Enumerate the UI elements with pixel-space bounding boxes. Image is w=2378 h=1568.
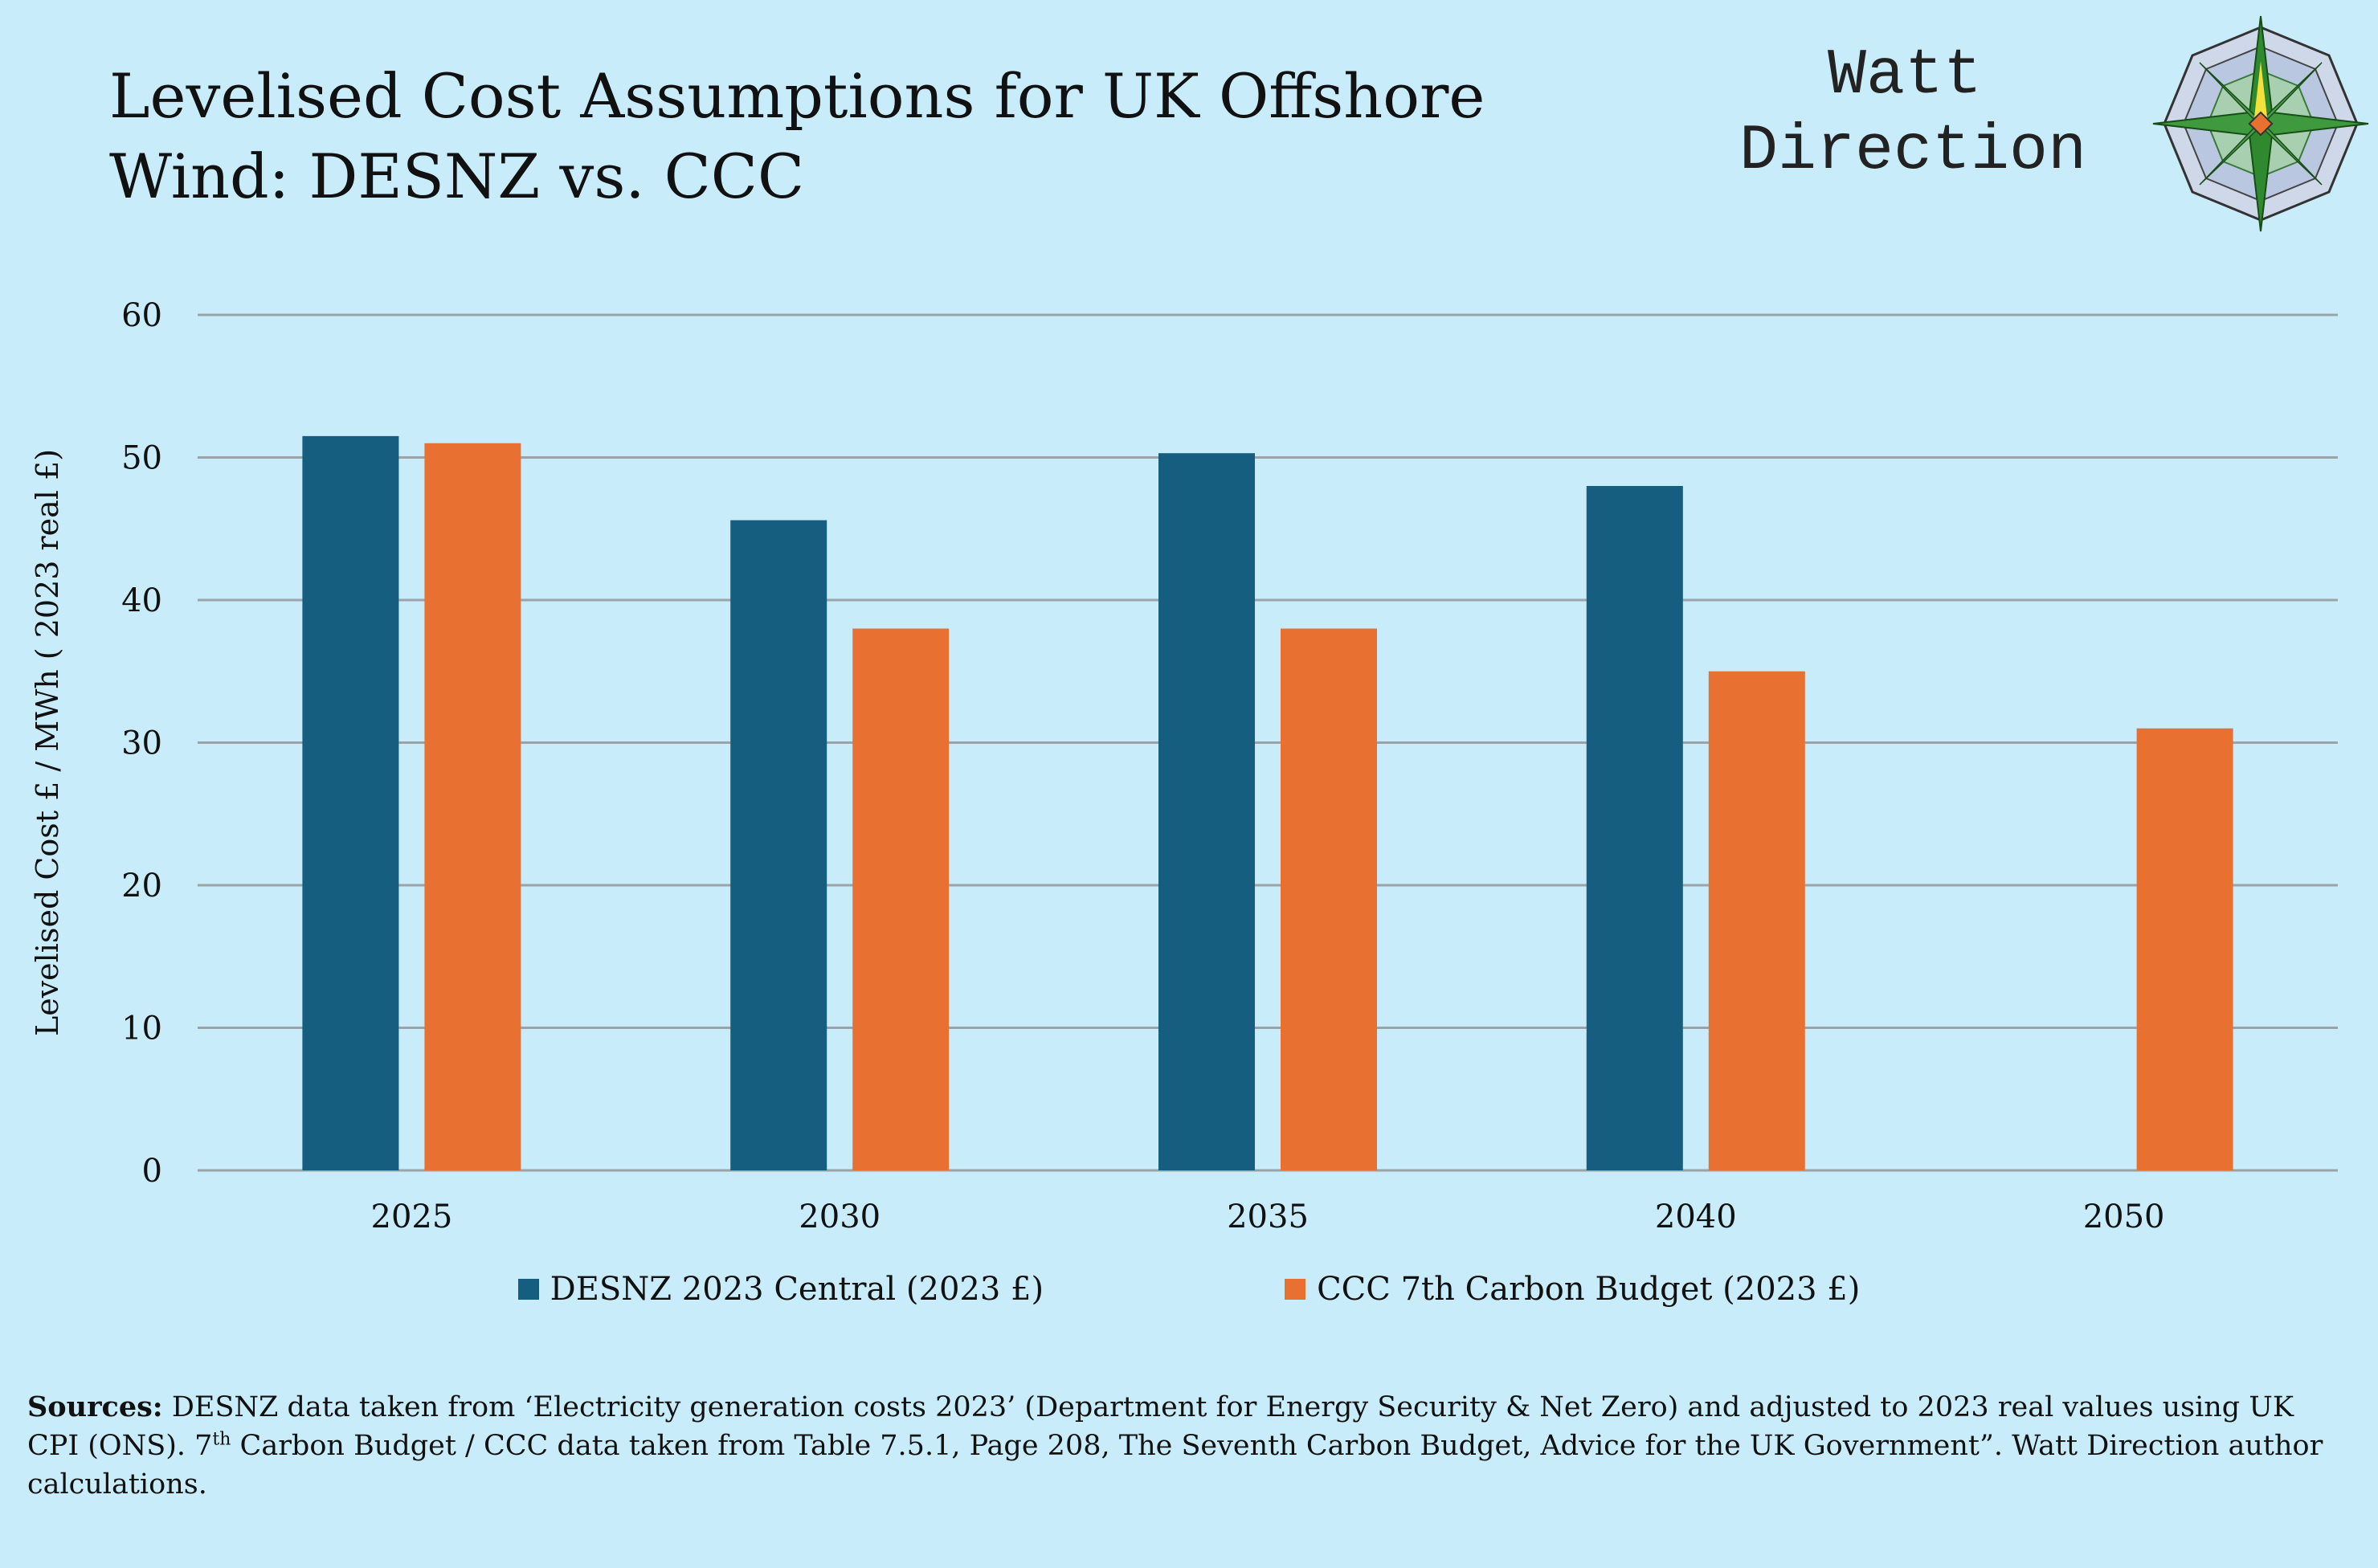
chart-title-line1: Levelised Cost Assumptions for UK Offsho… — [109, 60, 1485, 132]
compass-logo-icon — [2152, 15, 2369, 232]
legend-swatch-ccc — [1285, 1279, 1306, 1300]
legend-label-ccc: CCC 7th Carbon Budget (2023 £) — [1317, 1271, 1861, 1308]
bar-ccc-2040 — [1708, 671, 1805, 1170]
brand-line1: Watt — [1828, 39, 1983, 112]
bar-desnz-2025 — [302, 435, 399, 1170]
sources-note: Sources: DESNZ data taken from ‘Electric… — [27, 1388, 2341, 1504]
y-tick-label-60: 60 — [121, 297, 162, 334]
legend-swatch-desnz — [517, 1279, 539, 1300]
sources-label: Sources: — [27, 1390, 163, 1423]
legend-label-desnz: DESNZ 2023 Central (2023 £) — [550, 1271, 1044, 1308]
brand-wordmark: Watt Direction — [1739, 39, 2086, 190]
bar-desnz-2030 — [730, 520, 827, 1170]
y-tick-label-40: 40 — [121, 582, 162, 619]
bar-ccc-2030 — [852, 628, 950, 1170]
x-tick-label-2030: 2030 — [799, 1198, 881, 1235]
legend-item-desnz: DESNZ 2023 Central (2023 £) — [517, 1271, 1044, 1308]
y-axis-label: Levelised Cost £ / MWh ( 2023 real £) — [30, 449, 65, 1036]
legend-item-ccc: CCC 7th Carbon Budget (2023 £) — [1285, 1271, 1860, 1308]
x-tick-label-2050: 2050 — [2083, 1198, 2165, 1235]
y-tick-label-0: 0 — [142, 1153, 162, 1190]
brand-line2: Direction — [1739, 115, 2087, 188]
bar-desnz-2035 — [1158, 453, 1255, 1170]
chart-legend: DESNZ 2023 Central (2023 £) CCC 7th Carb… — [0, 1271, 2378, 1308]
bar-ccc-2035 — [1281, 628, 1377, 1170]
x-tick-label-2035: 2035 — [1227, 1198, 1309, 1235]
y-tick-label-10: 10 — [121, 1011, 162, 1047]
chart-title-line2: Wind: DESNZ vs. CCC — [109, 141, 805, 212]
x-tick-label-2040: 2040 — [1655, 1198, 1737, 1235]
sources-text-part2: Carbon Budget / CCC data taken from Tabl… — [27, 1430, 2323, 1501]
y-tick-label-50: 50 — [121, 440, 162, 477]
x-tick-label-2025: 2025 — [371, 1198, 453, 1235]
bar-ccc-2025 — [424, 443, 521, 1170]
chart-title: Levelised Cost Assumptions for UK Offsho… — [109, 56, 1636, 217]
sources-text-part1: DESNZ data taken from ‘Electricity gener… — [27, 1391, 2294, 1462]
bar-ccc-2050 — [2136, 728, 2233, 1170]
y-tick-label-20: 20 — [121, 868, 162, 904]
y-tick-label-30: 30 — [121, 725, 162, 762]
sources-superscript: th — [212, 1429, 231, 1450]
bar-desnz-2040 — [1586, 486, 1683, 1170]
